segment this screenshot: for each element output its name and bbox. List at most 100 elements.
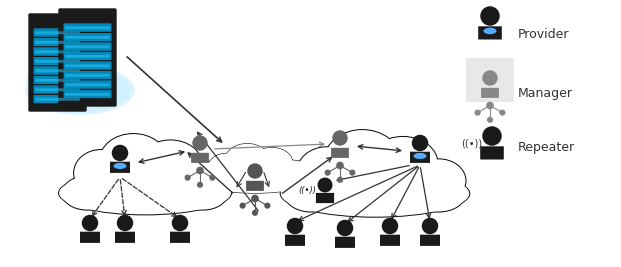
Circle shape xyxy=(247,163,263,179)
Ellipse shape xyxy=(61,175,112,211)
FancyBboxPatch shape xyxy=(380,235,400,246)
Ellipse shape xyxy=(99,134,167,188)
FancyBboxPatch shape xyxy=(64,33,111,41)
Ellipse shape xyxy=(139,140,202,190)
FancyBboxPatch shape xyxy=(64,43,111,50)
Circle shape xyxy=(480,6,500,26)
Ellipse shape xyxy=(284,175,340,213)
Ellipse shape xyxy=(201,170,233,190)
Circle shape xyxy=(337,220,353,236)
FancyBboxPatch shape xyxy=(64,62,111,69)
Ellipse shape xyxy=(138,139,203,191)
Ellipse shape xyxy=(414,153,427,159)
FancyBboxPatch shape xyxy=(335,237,355,248)
FancyBboxPatch shape xyxy=(34,67,81,74)
Ellipse shape xyxy=(412,176,466,211)
FancyBboxPatch shape xyxy=(34,86,81,93)
FancyBboxPatch shape xyxy=(65,26,110,29)
FancyBboxPatch shape xyxy=(331,148,349,158)
FancyBboxPatch shape xyxy=(35,98,80,101)
Text: Repeater: Repeater xyxy=(518,142,575,155)
Ellipse shape xyxy=(410,158,466,203)
FancyBboxPatch shape xyxy=(316,193,334,203)
Text: ((•)): ((•)) xyxy=(298,186,316,194)
Circle shape xyxy=(287,218,303,234)
Ellipse shape xyxy=(25,61,105,99)
FancyBboxPatch shape xyxy=(35,31,80,34)
Circle shape xyxy=(349,170,355,176)
Circle shape xyxy=(82,215,98,231)
Ellipse shape xyxy=(250,147,293,178)
Ellipse shape xyxy=(296,146,357,198)
Circle shape xyxy=(412,135,428,151)
Ellipse shape xyxy=(414,153,425,158)
Circle shape xyxy=(325,170,331,176)
FancyBboxPatch shape xyxy=(191,153,209,163)
Ellipse shape xyxy=(178,161,227,201)
FancyBboxPatch shape xyxy=(80,232,100,243)
Ellipse shape xyxy=(412,159,466,202)
Circle shape xyxy=(499,109,505,116)
Ellipse shape xyxy=(410,175,466,213)
FancyBboxPatch shape xyxy=(481,88,499,98)
Ellipse shape xyxy=(74,150,128,196)
FancyBboxPatch shape xyxy=(29,14,86,111)
Ellipse shape xyxy=(224,143,270,178)
Ellipse shape xyxy=(25,65,135,115)
FancyBboxPatch shape xyxy=(420,235,440,246)
Ellipse shape xyxy=(73,149,129,197)
Ellipse shape xyxy=(178,176,227,210)
Circle shape xyxy=(196,167,204,174)
Ellipse shape xyxy=(178,175,229,211)
Ellipse shape xyxy=(198,167,312,193)
Ellipse shape xyxy=(297,147,356,197)
FancyBboxPatch shape xyxy=(65,93,110,96)
Circle shape xyxy=(336,162,344,169)
Ellipse shape xyxy=(207,153,244,182)
Circle shape xyxy=(483,70,497,86)
Circle shape xyxy=(117,215,134,231)
FancyBboxPatch shape xyxy=(285,235,305,246)
Circle shape xyxy=(317,178,332,193)
Ellipse shape xyxy=(324,129,401,189)
Ellipse shape xyxy=(197,166,312,194)
Ellipse shape xyxy=(484,28,497,34)
FancyBboxPatch shape xyxy=(35,41,80,44)
Circle shape xyxy=(252,210,258,216)
Circle shape xyxy=(112,145,129,161)
FancyBboxPatch shape xyxy=(34,38,81,46)
Text: Provider: Provider xyxy=(518,29,569,41)
Circle shape xyxy=(209,175,215,181)
Ellipse shape xyxy=(277,170,309,190)
Ellipse shape xyxy=(178,160,229,202)
FancyBboxPatch shape xyxy=(466,58,514,102)
FancyBboxPatch shape xyxy=(34,95,81,103)
FancyBboxPatch shape xyxy=(65,74,110,77)
Circle shape xyxy=(483,126,502,146)
Circle shape xyxy=(337,177,343,183)
Ellipse shape xyxy=(29,67,131,113)
Circle shape xyxy=(265,203,271,209)
Ellipse shape xyxy=(59,172,231,214)
Ellipse shape xyxy=(276,169,310,191)
FancyBboxPatch shape xyxy=(110,162,130,173)
FancyBboxPatch shape xyxy=(64,81,111,88)
Ellipse shape xyxy=(114,163,127,169)
FancyBboxPatch shape xyxy=(65,64,110,67)
Ellipse shape xyxy=(208,154,243,182)
Ellipse shape xyxy=(200,169,233,191)
FancyBboxPatch shape xyxy=(410,152,430,163)
Circle shape xyxy=(172,215,188,231)
Circle shape xyxy=(382,218,398,234)
Ellipse shape xyxy=(368,137,438,190)
Circle shape xyxy=(486,102,494,109)
FancyBboxPatch shape xyxy=(35,60,80,63)
Circle shape xyxy=(240,203,246,209)
Circle shape xyxy=(197,182,203,188)
Ellipse shape xyxy=(33,69,127,111)
Text: ((•)): ((•)) xyxy=(461,138,483,148)
FancyBboxPatch shape xyxy=(35,88,80,91)
FancyBboxPatch shape xyxy=(64,52,111,60)
FancyBboxPatch shape xyxy=(34,76,81,84)
FancyBboxPatch shape xyxy=(34,57,81,65)
